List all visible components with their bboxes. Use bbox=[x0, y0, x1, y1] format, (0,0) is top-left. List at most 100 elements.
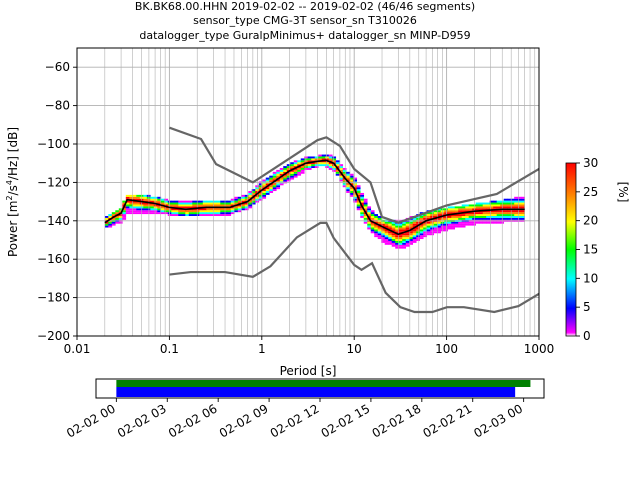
heatmap-cell bbox=[472, 208, 476, 211]
heatmap-cell bbox=[398, 240, 403, 243]
heatmap-cell bbox=[423, 231, 428, 234]
heatmap-cell bbox=[290, 166, 295, 168]
heatmap-cell bbox=[395, 244, 400, 247]
heatmap-cell bbox=[472, 204, 476, 207]
heatmap-cell bbox=[461, 204, 466, 207]
heatmap-cell bbox=[419, 212, 424, 215]
heatmap-cell bbox=[216, 210, 221, 213]
heatmap-cell bbox=[272, 189, 277, 192]
heatmap-cell bbox=[272, 171, 277, 174]
heatmap-cell bbox=[136, 210, 141, 213]
heatmap-cell bbox=[353, 177, 358, 180]
heatmap-cell bbox=[395, 235, 400, 238]
heatmap-cell bbox=[437, 225, 442, 228]
heatmap-cell bbox=[521, 216, 525, 218]
heatmap-cell bbox=[514, 198, 518, 201]
heatmap-cell bbox=[405, 225, 410, 228]
heatmap-cell bbox=[227, 208, 232, 211]
heatmap-cell bbox=[129, 204, 134, 207]
heatmap-cell bbox=[398, 223, 403, 226]
heatmap-cell bbox=[349, 179, 354, 182]
title-line-3: datalogger_type GuralpMinimus+ datalogge… bbox=[139, 29, 470, 42]
heatmap-cell bbox=[321, 164, 326, 167]
heatmap-cell bbox=[181, 206, 186, 209]
heatmap-cell bbox=[458, 214, 463, 216]
heatmap-cell bbox=[188, 214, 193, 216]
heatmap-cell bbox=[342, 173, 347, 176]
heatmap-cell bbox=[160, 198, 165, 201]
heatmap-cell bbox=[164, 198, 169, 201]
heatmap-cell bbox=[395, 225, 400, 228]
heatmap-cell bbox=[451, 206, 456, 209]
heatmap-cell bbox=[517, 214, 522, 216]
heatmap-cell bbox=[454, 217, 459, 220]
plot-grid bbox=[76, 48, 539, 337]
heatmap-cell bbox=[486, 210, 490, 213]
heatmap-cell bbox=[297, 173, 302, 176]
heatmap-cell bbox=[479, 214, 483, 216]
heatmap-cell bbox=[388, 235, 393, 238]
heatmap-cell bbox=[507, 210, 511, 213]
heatmap-cell bbox=[244, 204, 249, 207]
probability-heatmap bbox=[104, 154, 525, 249]
heatmap-cell bbox=[468, 204, 473, 207]
heatmap-cell bbox=[293, 164, 298, 167]
heatmap-cell bbox=[363, 221, 368, 224]
heatmap-cell bbox=[472, 221, 476, 224]
heatmap-cell bbox=[248, 200, 253, 203]
heatmap-cell bbox=[118, 216, 123, 218]
heatmap-cell bbox=[174, 210, 179, 213]
heatmap-cell bbox=[370, 223, 375, 226]
heatmap-cell bbox=[416, 231, 421, 234]
heatmap-cell bbox=[227, 202, 232, 205]
heatmap-cell bbox=[514, 200, 518, 203]
heatmap-cell bbox=[325, 156, 330, 159]
heatmap-cell bbox=[223, 212, 228, 215]
heatmap-cell bbox=[202, 210, 207, 213]
heatmap-cell bbox=[171, 212, 176, 215]
heatmap-cell bbox=[178, 204, 183, 207]
heatmap-cell bbox=[412, 237, 417, 240]
heatmap-cell bbox=[475, 216, 480, 218]
heatmap-cell bbox=[409, 227, 414, 230]
heatmap-cell bbox=[496, 210, 501, 213]
heatmap-cell bbox=[153, 208, 158, 211]
heatmap-cell bbox=[465, 208, 470, 211]
heatmap-cell bbox=[444, 217, 449, 220]
heatmap-cell bbox=[486, 202, 490, 205]
colorbar-scale bbox=[565, 162, 577, 337]
heatmap-cell bbox=[489, 206, 494, 209]
heatmap-cell bbox=[391, 229, 396, 232]
heatmap-cell bbox=[143, 198, 148, 201]
heatmap-cell bbox=[465, 217, 470, 220]
heatmap-cell bbox=[276, 183, 281, 186]
heatmap-cell bbox=[220, 208, 225, 211]
heatmap-cell bbox=[248, 196, 253, 199]
heatmap-cell bbox=[370, 210, 375, 213]
heatmap-cell bbox=[465, 210, 470, 213]
heatmap-cell bbox=[241, 198, 246, 201]
heatmap-cell bbox=[132, 200, 137, 203]
heatmap-cell bbox=[363, 217, 368, 220]
heatmap-cell bbox=[286, 166, 291, 168]
heatmap-cell bbox=[199, 202, 204, 205]
heatmap-cell bbox=[290, 162, 295, 165]
heatmap-cell bbox=[335, 173, 340, 176]
heatmap-cell bbox=[321, 162, 326, 165]
heatmap-cell bbox=[234, 208, 239, 211]
heatmap-cell bbox=[325, 154, 330, 157]
heatmap-cell bbox=[132, 206, 137, 209]
heatmap-cell bbox=[370, 212, 375, 215]
heatmap-cell bbox=[489, 214, 494, 216]
heatmap-cell bbox=[479, 206, 483, 209]
heatmap-cell bbox=[192, 204, 197, 207]
heatmap-cell bbox=[503, 216, 508, 218]
heatmap-cell bbox=[493, 212, 497, 215]
heatmap-cell bbox=[367, 223, 372, 226]
heatmap-cell bbox=[444, 223, 449, 226]
heatmap-cell bbox=[342, 183, 347, 186]
heatmap-cell bbox=[188, 204, 193, 207]
heatmap-cell bbox=[111, 221, 116, 224]
heatmap-cell bbox=[346, 175, 351, 178]
